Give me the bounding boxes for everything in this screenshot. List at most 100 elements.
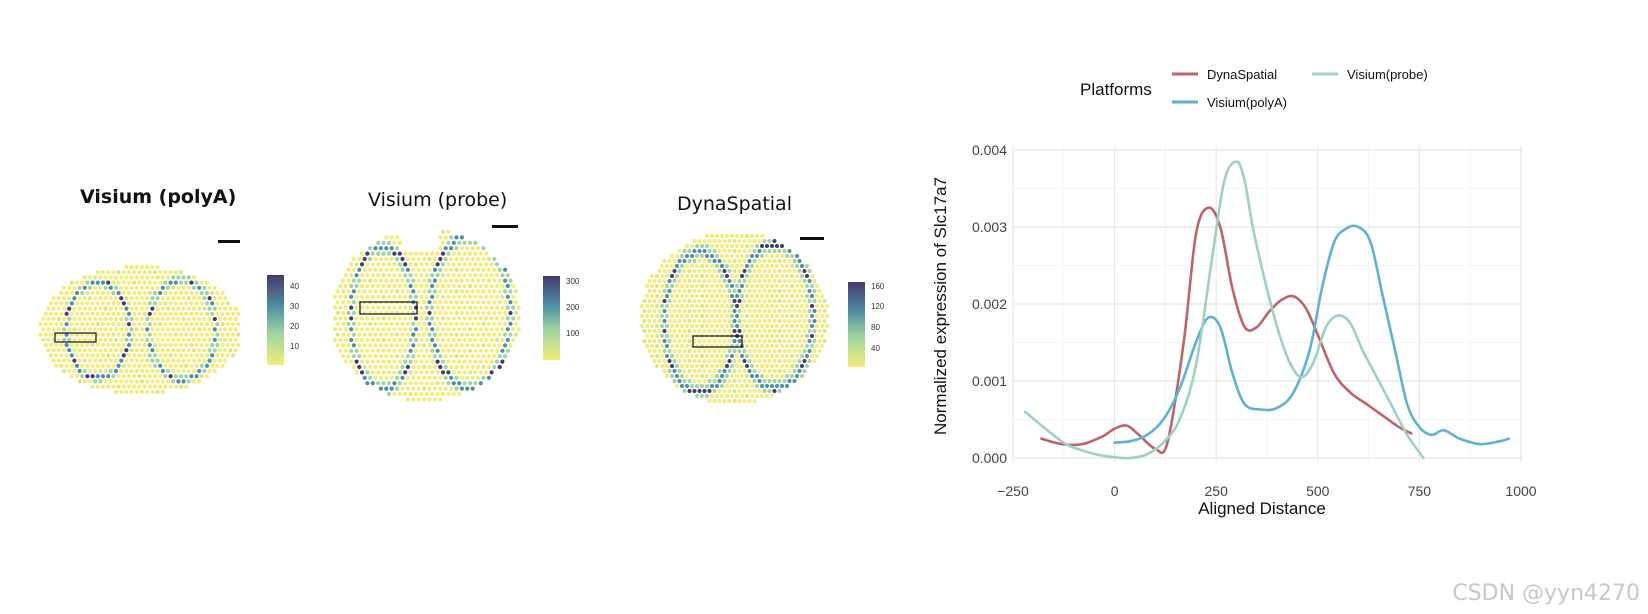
tissue-spot — [772, 369, 777, 373]
tissue-spot — [98, 296, 103, 301]
tissue-spot — [93, 275, 98, 280]
tissue-spot — [810, 284, 814, 288]
tissue-spot — [446, 305, 451, 310]
tissue-spot — [494, 294, 500, 299]
tissue-spot — [742, 269, 747, 273]
tissue-spot — [802, 319, 807, 323]
tissue-spot — [484, 348, 489, 353]
tissue-spot — [217, 327, 223, 332]
tissue-spot — [386, 262, 392, 267]
tissue-spot — [233, 327, 238, 332]
tissue-spot — [470, 354, 475, 359]
tissue-spot — [717, 299, 722, 303]
tissue-spot — [139, 327, 145, 332]
tissue-spot — [51, 327, 56, 332]
tissue-spot — [395, 256, 400, 262]
tissue-spot — [116, 270, 121, 275]
tissue-spot — [338, 327, 343, 332]
tissue-spot — [770, 264, 774, 268]
tissue-spot — [422, 300, 427, 305]
tissue-spot — [732, 259, 737, 263]
tissue-spot — [660, 344, 664, 348]
tissue-spot — [705, 264, 709, 268]
tissue-spot — [762, 389, 767, 393]
tissue-spot — [780, 304, 784, 308]
tissue-spot — [405, 267, 410, 272]
tissue-spot — [459, 235, 464, 240]
tissue-spot — [160, 368, 165, 374]
tissue-spot — [792, 269, 797, 273]
tissue-spot — [820, 304, 824, 308]
tissue-spot — [692, 249, 697, 253]
tissue-spot — [707, 399, 712, 403]
tissue-spot — [408, 327, 413, 332]
tissue-spot — [392, 370, 397, 375]
tissue-spot — [194, 374, 199, 379]
tissue-spot — [85, 301, 90, 306]
tissue-spot — [186, 296, 191, 301]
tissue-spot — [346, 289, 351, 294]
tissue-spot — [805, 294, 809, 298]
tissue-spot — [132, 301, 137, 306]
tissue-spot — [497, 343, 502, 348]
tissue-spot — [665, 374, 669, 378]
tissue-spot — [454, 375, 459, 380]
tissue-spot — [413, 283, 419, 289]
tissue-spot — [722, 299, 727, 303]
tissue-spot — [481, 267, 486, 272]
tissue-spot — [446, 327, 451, 332]
tissue-spot — [67, 358, 72, 363]
tissue-spot — [191, 296, 197, 301]
tissue-spot — [95, 311, 100, 316]
tissue-spot — [484, 316, 489, 321]
tissue-spot — [191, 327, 197, 332]
tissue-spot — [500, 305, 505, 310]
tissue-spot — [87, 285, 93, 290]
tissue-spot — [473, 240, 478, 245]
tissue-spot — [158, 332, 163, 337]
tissue-spot — [416, 332, 421, 337]
tissue-spot — [765, 294, 769, 298]
tissue-spot — [449, 256, 454, 262]
tissue-spot — [752, 329, 757, 333]
tissue-spot — [365, 327, 370, 332]
tissue-spot — [106, 280, 111, 285]
tissue-spot — [95, 301, 100, 306]
tissue-spot — [760, 344, 764, 348]
tissue-spot — [777, 289, 782, 293]
tissue-spot — [147, 280, 152, 285]
tissue-spot — [197, 296, 202, 301]
tissue-spot — [800, 264, 804, 268]
tissue-spot — [473, 337, 478, 343]
tissue-spot — [435, 294, 440, 299]
tissue-spot — [760, 364, 764, 368]
tissue-spot — [435, 370, 440, 375]
tissue-spot — [212, 327, 217, 332]
tissue-spot — [184, 311, 189, 316]
tissue-spot — [787, 369, 792, 373]
tissue-spot — [351, 332, 356, 337]
tissue-spot — [139, 368, 145, 374]
tissue-spot — [715, 234, 719, 238]
tissue-spot — [800, 304, 804, 308]
tissue-spot — [800, 324, 804, 328]
tissue-spot — [762, 319, 767, 323]
tissue-spot — [740, 304, 744, 308]
tissue-spot — [181, 285, 186, 290]
tissue-spot — [787, 319, 792, 323]
tissue-spot — [742, 389, 747, 393]
tissue-spot — [403, 391, 408, 397]
tissue-spot — [443, 354, 448, 359]
tissue-spot — [722, 249, 727, 253]
tissue-spot — [700, 314, 704, 318]
tissue-spot — [722, 269, 727, 273]
tissue-spot — [459, 310, 464, 316]
tissue-spot — [727, 309, 732, 313]
tissue-spot — [64, 311, 69, 316]
tissue-spot — [124, 306, 129, 311]
tissue-spot — [354, 262, 359, 267]
tissue-spot — [503, 300, 508, 305]
tissue-spot — [194, 280, 199, 285]
tissue-spot — [46, 327, 51, 332]
tissue-spot — [795, 324, 799, 328]
